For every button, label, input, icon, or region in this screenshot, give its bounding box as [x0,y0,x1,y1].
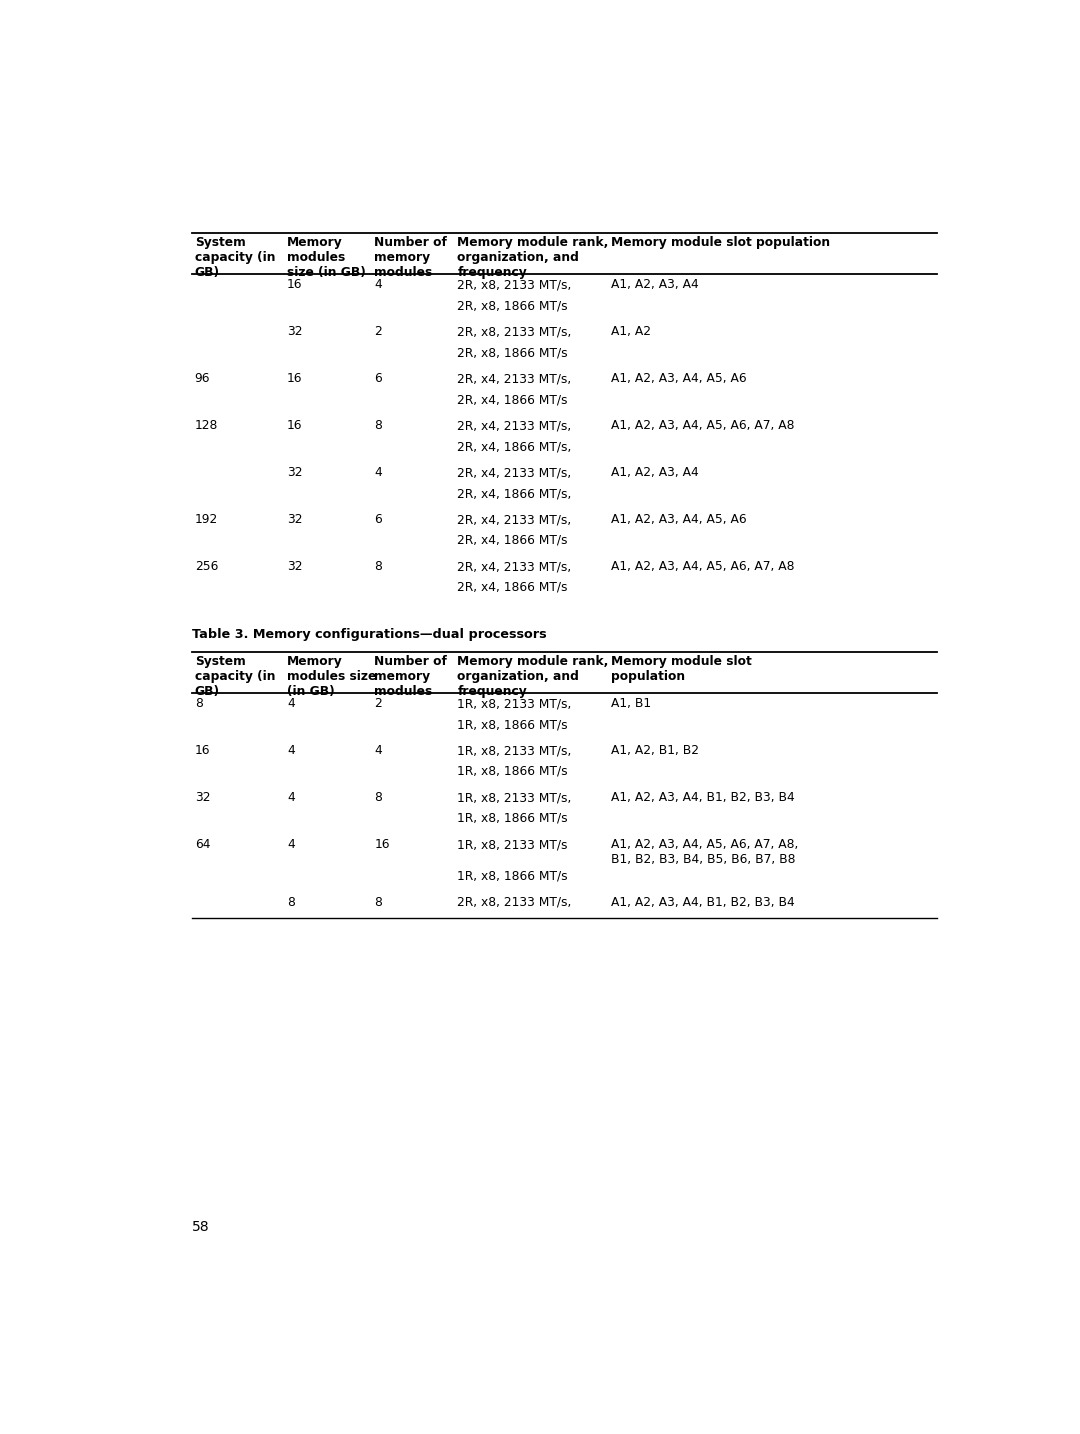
Text: 32: 32 [194,792,211,804]
Text: Memory module slot
population: Memory module slot population [611,655,752,683]
Text: Memory
modules
size (in GB): Memory modules size (in GB) [287,237,366,280]
Text: A1, A2, A3, A4, A5, A6, A7, A8: A1, A2, A3, A4, A5, A6, A7, A8 [611,561,795,574]
Text: System
capacity (in
GB): System capacity (in GB) [194,655,275,698]
Text: Memory
modules size
(in GB): Memory modules size (in GB) [287,655,376,698]
Text: 8: 8 [375,792,382,804]
Text: A1, A2: A1, A2 [611,326,651,338]
Text: 2R, x4, 2133 MT/s,: 2R, x4, 2133 MT/s, [458,513,571,526]
Text: 2R, x8, 1866 MT/s: 2R, x8, 1866 MT/s [458,346,568,358]
Text: Memory module slot population: Memory module slot population [611,237,829,250]
Text: A1, A2, A3, A4, A5, A6: A1, A2, A3, A4, A5, A6 [611,513,746,526]
Text: 16: 16 [287,373,302,386]
Text: 16: 16 [194,744,211,757]
Text: 8: 8 [287,896,295,909]
Text: 32: 32 [287,466,302,479]
Text: 2R, x8, 1866 MT/s: 2R, x8, 1866 MT/s [458,300,568,313]
Text: 2R, x4, 2133 MT/s,: 2R, x4, 2133 MT/s, [458,466,571,479]
Text: 8: 8 [375,419,382,432]
Text: 4: 4 [287,697,295,710]
Text: Memory module rank,
organization, and
frequency: Memory module rank, organization, and fr… [458,655,609,698]
Text: A1, B1: A1, B1 [611,697,651,710]
Text: 1R, x8, 2133 MT/s,: 1R, x8, 2133 MT/s, [458,697,571,710]
Text: 32: 32 [287,561,302,574]
Text: 1R, x8, 1866 MT/s: 1R, x8, 1866 MT/s [458,869,568,883]
Text: 192: 192 [194,513,218,526]
Text: A1, A2, A3, A4: A1, A2, A3, A4 [611,278,699,291]
Text: A1, A2, A3, A4, A5, A6: A1, A2, A3, A4, A5, A6 [611,373,746,386]
Text: 58: 58 [191,1220,210,1233]
Text: 2R, x4, 1866 MT/s,: 2R, x4, 1866 MT/s, [458,440,571,453]
Text: 4: 4 [287,837,295,852]
Text: A1, A2, A3, A4: A1, A2, A3, A4 [611,466,699,479]
Text: 2R, x4, 1866 MT/s,: 2R, x4, 1866 MT/s, [458,488,571,500]
Text: Memory module rank,
organization, and
frequency: Memory module rank, organization, and fr… [458,237,609,280]
Text: A1, A2, B1, B2: A1, A2, B1, B2 [611,744,699,757]
Text: 2R, x8, 2133 MT/s,: 2R, x8, 2133 MT/s, [458,896,571,909]
Text: 2: 2 [375,697,382,710]
Text: 4: 4 [375,466,382,479]
Text: 16: 16 [287,419,302,432]
Text: A1, A2, A3, A4, B1, B2, B3, B4: A1, A2, A3, A4, B1, B2, B3, B4 [611,896,795,909]
Text: 1R, x8, 2133 MT/s: 1R, x8, 2133 MT/s [458,837,568,852]
Text: 256: 256 [194,561,218,574]
Text: 1R, x8, 1866 MT/s: 1R, x8, 1866 MT/s [458,812,568,825]
Text: 2: 2 [375,326,382,338]
Text: Number of
memory
modules: Number of memory modules [375,655,447,698]
Text: 32: 32 [287,513,302,526]
Text: 2R, x4, 2133 MT/s,: 2R, x4, 2133 MT/s, [458,561,571,574]
Text: 128: 128 [194,419,218,432]
Text: 8: 8 [375,561,382,574]
Text: 8: 8 [375,896,382,909]
Text: 2R, x4, 1866 MT/s: 2R, x4, 1866 MT/s [458,393,568,406]
Text: 2R, x4, 1866 MT/s: 2R, x4, 1866 MT/s [458,533,568,546]
Text: A1, A2, A3, A4, B1, B2, B3, B4: A1, A2, A3, A4, B1, B2, B3, B4 [611,792,795,804]
Text: 1R, x8, 1866 MT/s: 1R, x8, 1866 MT/s [458,718,568,731]
Text: 1R, x8, 2133 MT/s,: 1R, x8, 2133 MT/s, [458,744,571,757]
Text: 2R, x4, 2133 MT/s,: 2R, x4, 2133 MT/s, [458,373,571,386]
Text: 6: 6 [375,513,382,526]
Text: 1R, x8, 1866 MT/s: 1R, x8, 1866 MT/s [458,764,568,779]
Text: 4: 4 [375,744,382,757]
Text: 96: 96 [194,373,211,386]
Text: Table 3. Memory configurations—dual processors: Table 3. Memory configurations—dual proc… [191,628,546,641]
Text: 32: 32 [287,326,302,338]
Text: 4: 4 [287,744,295,757]
Text: 64: 64 [194,837,211,852]
Text: 8: 8 [194,697,203,710]
Text: 16: 16 [287,278,302,291]
Text: 1R, x8, 2133 MT/s,: 1R, x8, 2133 MT/s, [458,792,571,804]
Text: 16: 16 [375,837,390,852]
Text: Number of
memory
modules: Number of memory modules [375,237,447,280]
Text: System
capacity (in
GB): System capacity (in GB) [194,237,275,280]
Text: 6: 6 [375,373,382,386]
Text: A1, A2, A3, A4, A5, A6, A7, A8: A1, A2, A3, A4, A5, A6, A7, A8 [611,419,795,432]
Text: 4: 4 [287,792,295,804]
Text: 2R, x8, 2133 MT/s,: 2R, x8, 2133 MT/s, [458,326,571,338]
Text: 2R, x8, 2133 MT/s,: 2R, x8, 2133 MT/s, [458,278,571,291]
Text: 2R, x4, 1866 MT/s: 2R, x4, 1866 MT/s [458,581,568,594]
Text: A1, A2, A3, A4, A5, A6, A7, A8,
B1, B2, B3, B4, B5, B6, B7, B8: A1, A2, A3, A4, A5, A6, A7, A8, B1, B2, … [611,837,798,866]
Text: 2R, x4, 2133 MT/s,: 2R, x4, 2133 MT/s, [458,419,571,432]
Text: 4: 4 [375,278,382,291]
